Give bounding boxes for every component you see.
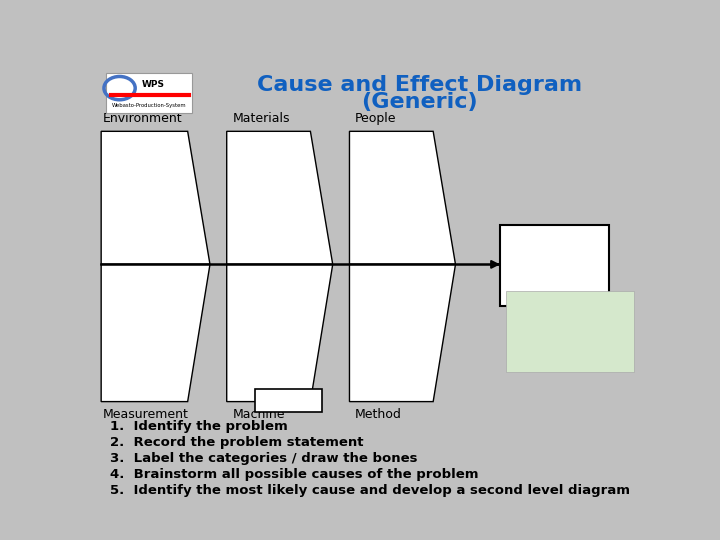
Polygon shape [349,265,456,402]
Text: Problem
Description
(Effect): Problem Description (Effect) [515,241,595,290]
Text: People: People [355,112,397,125]
Polygon shape [227,265,333,402]
Polygon shape [227,131,333,265]
Text: 3.  Label the categories / draw the bones: 3. Label the categories / draw the bones [109,452,417,465]
FancyBboxPatch shape [500,225,609,306]
Polygon shape [101,131,210,265]
Circle shape [109,80,130,96]
Polygon shape [349,131,456,265]
Text: Webasto-Production-System: Webasto-Production-System [112,103,186,108]
Text: Causes: Causes [264,394,313,407]
Text: 4.  Brainstorm all possible causes of the problem: 4. Brainstorm all possible causes of the… [109,468,478,481]
Text: Environment: Environment [102,112,182,125]
Text: These are the six
   categories that can
   Impact the
   problem: These are the six categories that can Im… [511,314,630,369]
Text: Machine: Machine [233,408,285,421]
FancyBboxPatch shape [106,73,192,113]
Polygon shape [101,265,210,402]
Text: Note:: Note: [511,298,541,308]
Text: 2.  Record the problem statement: 2. Record the problem statement [109,436,363,449]
Text: Method: Method [355,408,402,421]
Text: Cause and Effect Diagram: Cause and Effect Diagram [256,75,582,95]
Text: Materials: Materials [233,112,289,125]
FancyBboxPatch shape [255,389,322,412]
FancyBboxPatch shape [505,292,634,373]
Text: Measurement: Measurement [102,408,188,421]
Text: 1.  Identify the problem: 1. Identify the problem [109,420,287,433]
Text: WPS: WPS [142,80,165,89]
Text: 5.  Identify the most likely cause and develop a second level diagram: 5. Identify the most likely cause and de… [109,483,629,496]
Text: (Generic): (Generic) [361,92,477,112]
